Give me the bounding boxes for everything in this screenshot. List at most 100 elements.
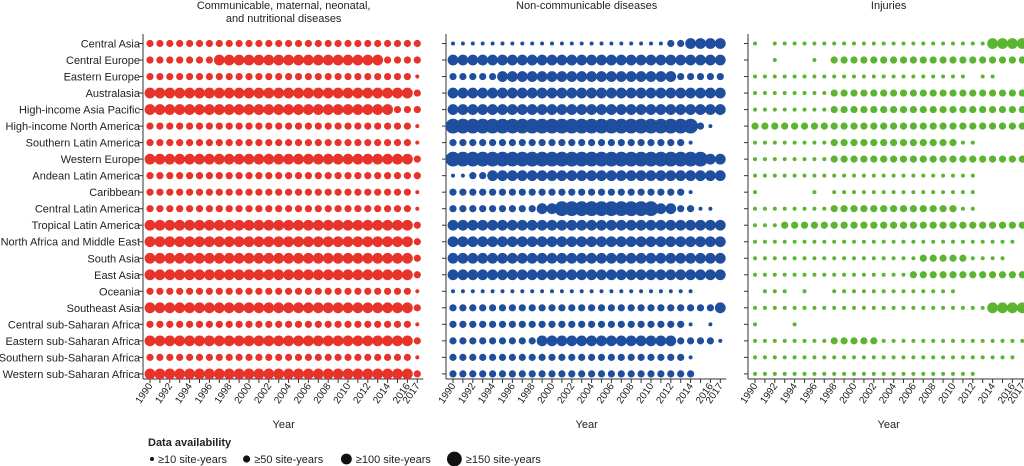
data-bubble [205, 287, 213, 295]
data-bubble [393, 39, 402, 48]
data-bubble [677, 370, 685, 378]
data-bubble [617, 188, 625, 196]
data-bubble [901, 190, 906, 195]
data-bubble [606, 269, 617, 281]
data-bubble [860, 56, 868, 64]
data-bubble [792, 41, 797, 46]
data-bubble [174, 252, 186, 264]
data-bubble [627, 353, 635, 361]
data-bubble [154, 236, 166, 248]
data-bubble [998, 271, 1007, 279]
data-bubble [596, 170, 607, 182]
data-bubble [891, 305, 896, 310]
data-bubble [392, 269, 403, 281]
x-tick-label: 1996 [193, 381, 215, 406]
data-bubble [194, 252, 205, 264]
data-bubble [832, 41, 837, 46]
data-bubble [655, 54, 667, 66]
data-bubble [508, 304, 516, 312]
data-bubble [213, 335, 225, 347]
data-bubble [606, 71, 617, 82]
data-bubble [762, 206, 767, 211]
data-bubble [374, 287, 382, 295]
data-bubble [538, 353, 546, 361]
data-bubble [154, 252, 166, 264]
data-bubble [959, 155, 967, 163]
data-bubble [772, 140, 777, 145]
data-bubble [1007, 302, 1018, 314]
data-bubble [802, 355, 807, 360]
data-bubble [469, 205, 477, 213]
data-bubble [245, 287, 253, 295]
data-bubble [578, 304, 586, 312]
data-bubble [303, 368, 314, 380]
data-bubble [205, 39, 213, 48]
data-bubble [695, 170, 706, 182]
data-bubble [753, 107, 757, 112]
data-bubble [384, 56, 392, 64]
panel-3: 1990199219941996199820002002200420062008… [739, 34, 1024, 431]
data-bubble [344, 353, 352, 361]
data-bubble [911, 371, 916, 376]
data-bubble [687, 337, 695, 345]
data-bubble [402, 236, 413, 248]
data-bubble [979, 271, 987, 279]
data-bubble [931, 41, 936, 46]
data-bubble [556, 236, 568, 248]
data-bubble [526, 252, 538, 264]
data-bubble [890, 105, 898, 114]
data-bubble [156, 172, 164, 180]
data-bubble [822, 41, 827, 46]
data-bubble [714, 38, 726, 49]
data-bubble [891, 41, 896, 46]
data-bubble [253, 54, 265, 66]
data-bubble [195, 56, 204, 64]
data-bubble [772, 272, 777, 277]
data-bubble [687, 72, 695, 81]
data-bubble [507, 87, 518, 99]
data-bubble [253, 252, 265, 264]
data-bubble [447, 219, 459, 231]
data-bubble [392, 87, 403, 99]
data-bubble [1018, 271, 1024, 279]
data-bubble [695, 252, 706, 264]
data-bubble [255, 139, 263, 147]
data-bubble [204, 269, 215, 281]
data-bubble [253, 219, 265, 231]
data-bubble [392, 236, 403, 248]
data-bubble [625, 54, 637, 66]
data-bubble [919, 89, 927, 97]
data-bubble [334, 205, 342, 213]
data-bubble [293, 252, 304, 264]
data-bubble [812, 140, 817, 145]
data-bubble [372, 54, 384, 66]
data-bubble [372, 252, 384, 264]
data-bubble [204, 153, 215, 165]
data-bubble [939, 89, 947, 97]
data-bubble [285, 205, 293, 213]
data-bubble [960, 355, 965, 360]
data-bubble [615, 104, 627, 115]
data-bubble [255, 205, 263, 213]
data-bubble [861, 371, 866, 376]
data-bubble [842, 173, 847, 178]
data-bubble [949, 105, 957, 114]
data-bubble [645, 170, 657, 182]
data-bubble [273, 335, 285, 347]
data-bubble [245, 39, 253, 48]
data-bubble [460, 173, 465, 178]
data-bubble [413, 337, 421, 345]
data-bubble [941, 173, 946, 178]
data-bubble [489, 188, 497, 196]
data-bubble [372, 104, 384, 115]
data-bubble [334, 353, 342, 361]
data-bubble [303, 335, 314, 347]
data-bubble [870, 139, 878, 147]
data-bubble [528, 139, 536, 147]
data-bubble [332, 153, 344, 165]
data-bubble [959, 105, 967, 114]
data-bubble [951, 173, 955, 178]
data-bubble [782, 41, 787, 46]
data-bubble [243, 302, 255, 314]
data-bubble [322, 219, 334, 231]
